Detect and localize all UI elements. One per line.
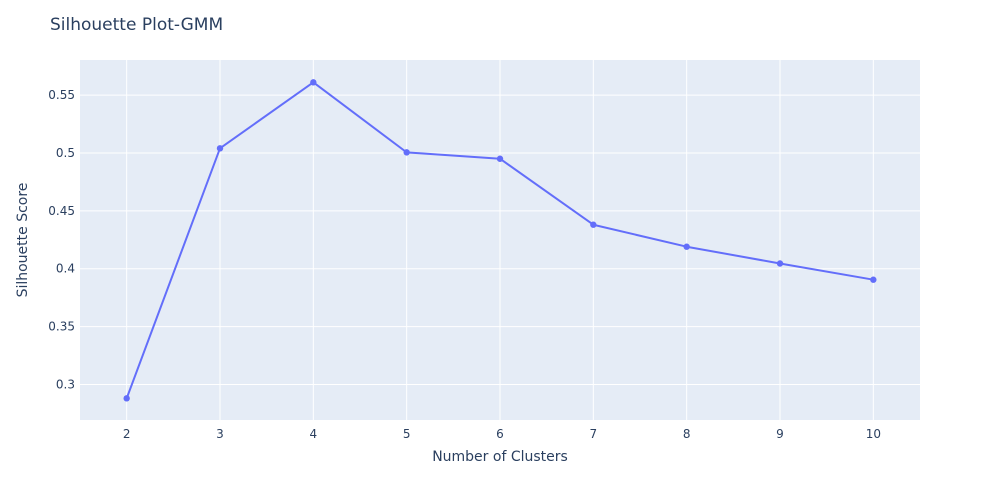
y-gridlines bbox=[80, 94, 920, 385]
y-tick-label: 0.5 bbox=[56, 146, 75, 160]
x-gridlines bbox=[126, 60, 874, 420]
y-tick-labels: 0.3 0.35 0.4 0.45 0.5 0.55 bbox=[48, 88, 75, 391]
x-tick-label: 3 bbox=[216, 427, 224, 441]
x-tick-label: 5 bbox=[403, 427, 411, 441]
y-axis-title: Silhouette Score bbox=[15, 183, 31, 298]
data-point[interactable] bbox=[310, 79, 317, 86]
data-point[interactable] bbox=[870, 276, 877, 283]
x-tick-label: 9 bbox=[776, 427, 784, 441]
chart-title: Silhouette Plot-GMM bbox=[50, 15, 223, 35]
y-tick-label: 0.4 bbox=[56, 262, 75, 276]
y-tick-label: 0.55 bbox=[48, 88, 75, 102]
data-point[interactable] bbox=[403, 149, 410, 156]
y-tick-label: 0.3 bbox=[56, 377, 75, 391]
data-point[interactable] bbox=[216, 145, 224, 152]
x-tick-labels: 2 3 4 5 6 7 8 9 10 bbox=[123, 427, 881, 441]
data-point[interactable] bbox=[590, 221, 597, 228]
x-axis-title: Number of Clusters bbox=[432, 449, 568, 465]
x-tick-label: 10 bbox=[866, 427, 881, 441]
y-tick-label: 0.45 bbox=[48, 204, 75, 218]
x-tick-label: 7 bbox=[590, 427, 598, 441]
x-tick-label: 4 bbox=[310, 427, 318, 441]
data-point[interactable] bbox=[123, 395, 130, 402]
data-point[interactable] bbox=[683, 243, 690, 250]
data-point[interactable] bbox=[776, 260, 784, 267]
x-tick-label: 8 bbox=[683, 427, 691, 441]
series-layer bbox=[123, 79, 877, 402]
y-tick-label: 0.35 bbox=[48, 320, 75, 334]
data-point[interactable] bbox=[496, 155, 504, 162]
x-tick-label: 2 bbox=[123, 427, 131, 441]
x-tick-label: 6 bbox=[496, 427, 504, 441]
